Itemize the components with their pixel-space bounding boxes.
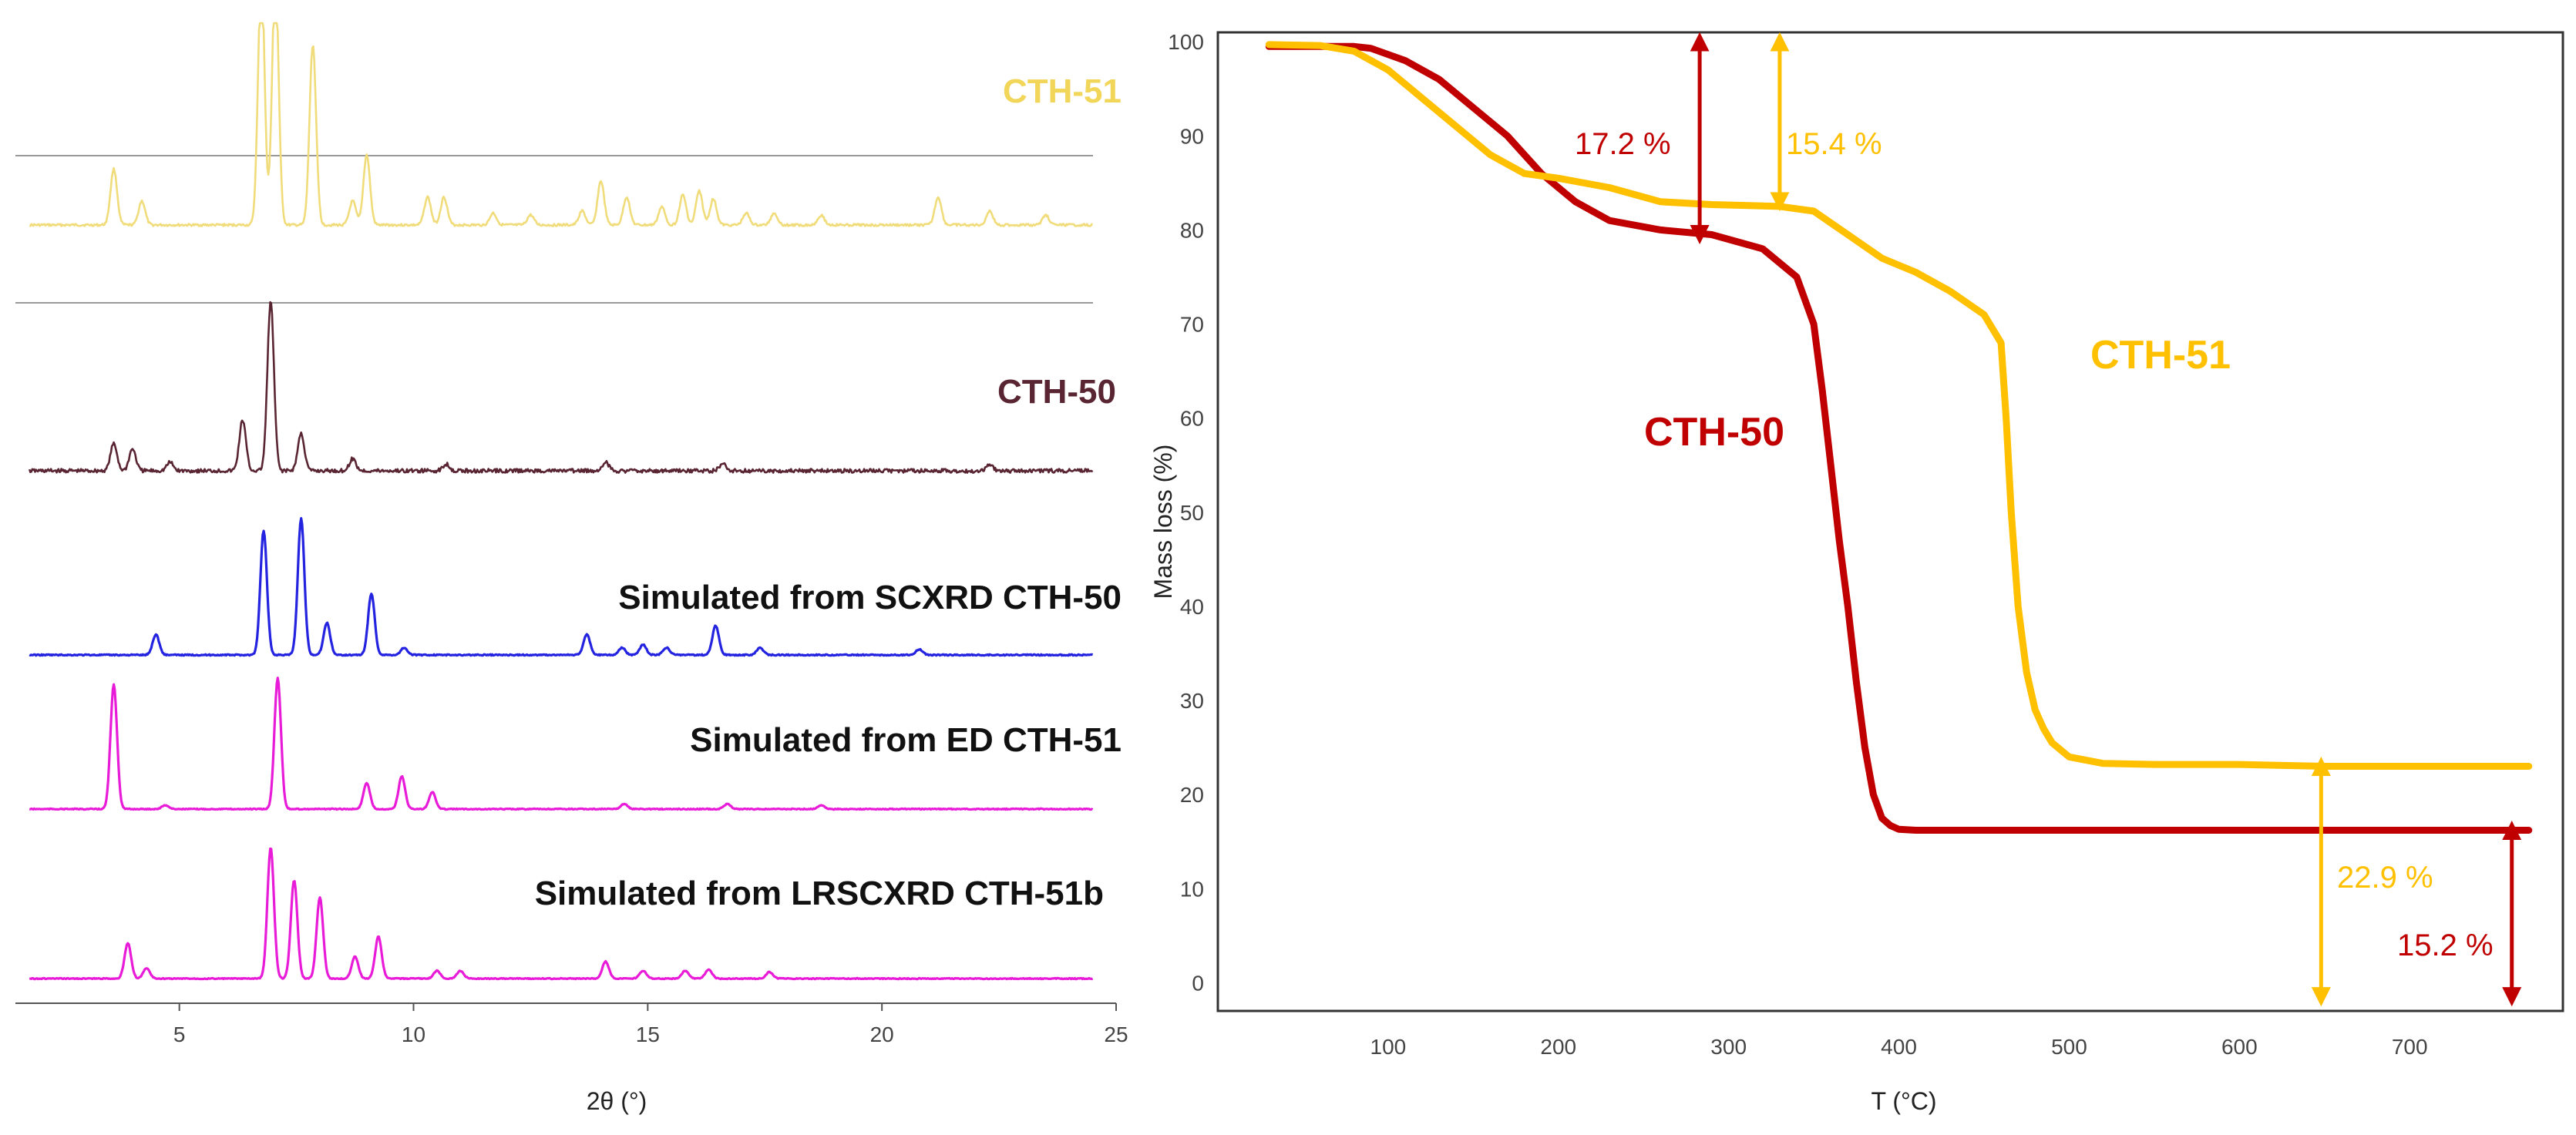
tga-x-tick-label: 600 bbox=[2221, 1035, 2258, 1059]
pxrd-pattern-simulated-from-scxrd-cth-50 bbox=[29, 517, 1094, 657]
tga-y-axis-label: Mass loss (%) bbox=[1149, 445, 1177, 599]
pxrd-pattern-cth-50 bbox=[28, 301, 1094, 474]
pxrd-x-tick-label: 10 bbox=[402, 1023, 425, 1046]
tga-y-tick-label: 80 bbox=[1180, 218, 1204, 242]
tga-y-tick-label: 0 bbox=[1192, 971, 1204, 995]
pxrd-pattern-simulated-from-ed-cth-51 bbox=[29, 677, 1094, 811]
pxrd-label-ed-cth-51: Simulated from ED CTH-51 bbox=[690, 721, 1122, 759]
tga-label-cth-51: CTH-51 bbox=[2090, 333, 2231, 378]
tga-x-tick-label: 700 bbox=[2392, 1035, 2428, 1059]
pxrd-x-tick-label: 15 bbox=[636, 1023, 660, 1046]
pxrd-label-cth-50: CTH-50 bbox=[997, 373, 1116, 411]
pxrd-label-cth-51: CTH-51 bbox=[1003, 72, 1122, 110]
tga-y-tick-label: 10 bbox=[1180, 877, 1204, 901]
pxrd-x-axis-label: 2θ (°) bbox=[587, 1087, 647, 1115]
tga-curve-cth-51 bbox=[1265, 41, 2533, 770]
pxrd-x-tick-label: 20 bbox=[870, 1023, 894, 1046]
tga-y-tick-label: 30 bbox=[1180, 689, 1204, 713]
tga-x-tick-label: 300 bbox=[1710, 1035, 1747, 1059]
tga-annotation-15-4: 15.4 % bbox=[1786, 127, 1882, 161]
tga-y-tick-label: 70 bbox=[1180, 313, 1204, 337]
pxrd-label-lrscxrd-cth-51b: Simulated from LRSCXRD CTH-51b bbox=[535, 875, 1104, 912]
tga-y-tick-label: 90 bbox=[1180, 124, 1204, 148]
tga-x-axis-label: T (°C) bbox=[1871, 1087, 1936, 1115]
tga-y-tick-label: 50 bbox=[1180, 501, 1204, 525]
pxrd-pattern-simulated-from-lrscxrd-cth-51b bbox=[29, 847, 1094, 981]
tga-x-tick-label: 400 bbox=[1881, 1035, 1917, 1059]
tga-y-tick-label: 60 bbox=[1180, 407, 1204, 431]
tga-curve-cth-50 bbox=[1265, 42, 2533, 834]
pxrd-label-scxrd-cth-50: Simulated from SCXRD CTH-50 bbox=[618, 579, 1122, 616]
tga-panel: 100 200 300 400 500 600 700 0 10 20 30 40 50 60 70 80 90… bbox=[1149, 30, 2564, 1115]
pxrd-pattern-cth-51 bbox=[29, 22, 1093, 227]
tga-annotation-17-2: 17.2 % bbox=[1575, 127, 1671, 161]
tga-x-tick-label: 200 bbox=[1540, 1035, 1576, 1059]
tga-y-tick-label: 20 bbox=[1180, 783, 1204, 807]
pxrd-panel: 5 10 15 20 25 CTH-51 CTH-50 Simulated from S… bbox=[15, 22, 1128, 1115]
pxrd-x-tick-label: 5 bbox=[173, 1023, 186, 1046]
tga-y-tick-label: 40 bbox=[1180, 595, 1204, 619]
tga-label-cth-50: CTH-50 bbox=[1644, 410, 1784, 455]
pxrd-x-tick-label: 25 bbox=[1104, 1023, 1128, 1046]
tga-x-tick-label: 100 bbox=[1370, 1035, 1407, 1059]
tga-annotation-22-9: 22.9 % bbox=[2337, 861, 2433, 895]
tga-y-tick-label: 100 bbox=[1168, 30, 1204, 54]
tga-x-tick-label: 500 bbox=[2051, 1035, 2087, 1059]
tga-annotation-15-2: 15.2 % bbox=[2397, 928, 2494, 962]
tga-plot-frame bbox=[1216, 31, 2564, 1012]
